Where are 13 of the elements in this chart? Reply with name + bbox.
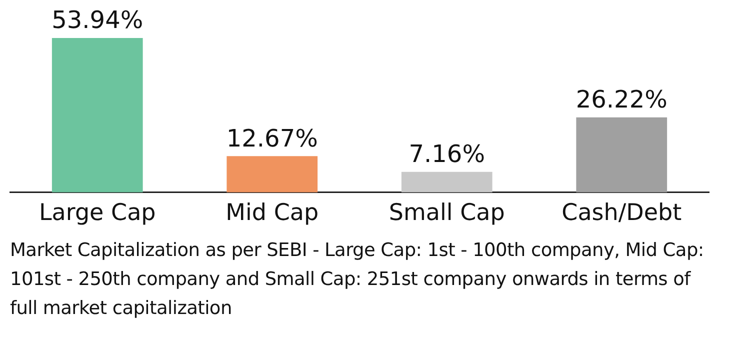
x-tick-label: Mid Cap: [226, 200, 319, 226]
x-tick-label: Small Cap: [388, 200, 505, 226]
data-label: 26.22%: [576, 86, 668, 114]
bar: [52, 38, 143, 192]
data-label: 7.16%: [408, 140, 485, 168]
data-label: 12.67%: [226, 124, 318, 152]
bar: [576, 117, 668, 192]
data-label: 53.94%: [52, 6, 144, 34]
x-tick-label: Cash/Debt: [562, 200, 682, 226]
text: Market Capitalization as per SEBI - Large Cap: 1st - 100th company, Mid Cap: 101st - 250th company and Small Cap: 251st company onwards in terms of full market capitalization: [9, 239, 705, 321]
bar: [226, 156, 318, 192]
x-tick-label: Large Cap: [38, 200, 156, 226]
bar: [401, 172, 492, 192]
